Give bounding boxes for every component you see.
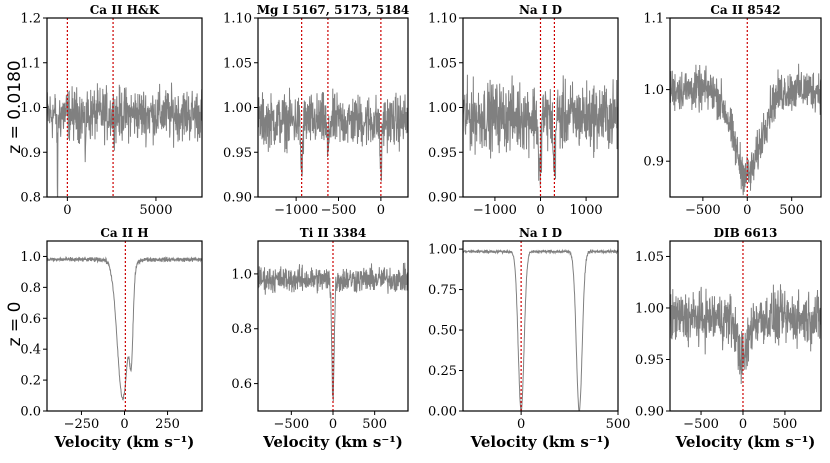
x-tick-label: 0 (377, 203, 385, 218)
y-tick-label: 1.05 (223, 56, 252, 71)
panel-2: −1000 0 1000 0.90 0.95 1.00 1.05 1.10 Na I D (428, 3, 619, 218)
x-tick-label: 0 (329, 417, 337, 432)
y-tick-label: 1.00 (428, 101, 457, 116)
panel-0: 0 5000 0.8 0.9 1.0 1.1 1.2 Ca II H&K (20, 3, 203, 218)
y-tick-label: 0.6 (231, 377, 252, 392)
y-tick-label: 0.90 (428, 191, 457, 206)
y-tick-label: 1.1 (20, 56, 41, 71)
x-tick-label: 0 (120, 417, 128, 432)
panel-title: Mg I 5167, 5173, 5184 (257, 3, 410, 17)
y-tick-label: 0.75 (428, 283, 457, 298)
y-tick-label: 1.10 (223, 12, 252, 27)
y-tick-label: 0.8 (20, 281, 41, 296)
y-tick-label: 1.00 (223, 101, 252, 116)
panel-3: −500 0 500 0.9 1.0 1.1 Ca II 8542 (643, 3, 822, 218)
y-tick-label: 1.0 (20, 250, 41, 265)
row-label-bottom: z = 0 (5, 302, 25, 347)
y-tick-label: 0.0 (20, 405, 41, 420)
panel-title: Na I D (519, 3, 562, 17)
y-tick-label: 0.4 (20, 343, 41, 358)
x-tick-label: 0 (743, 203, 751, 218)
x-axis-label: Velocity (km s⁻¹) (675, 433, 816, 451)
y-tick-label: 0.8 (231, 322, 252, 337)
panel-title: Ca II H (100, 226, 148, 240)
spectrum-line (670, 63, 821, 196)
axes-frame (46, 240, 203, 412)
x-tick-label: 1000 (570, 203, 603, 218)
x-tick-label: −500 (321, 203, 357, 218)
spectrum-line (670, 284, 821, 385)
x-axis-label: Velocity (km s⁻¹) (54, 433, 195, 451)
panel-4: −250 0 250 0.0 0.2 0.4 0.6 0.8 1.0 Ca II H Velocit… (20, 226, 203, 451)
y-tick-label: 1.1 (643, 12, 664, 27)
y-tick-label: 1.0 (643, 83, 664, 98)
x-tick-label: 0 (739, 417, 747, 432)
panel-title: Ti II 3384 (300, 226, 366, 240)
y-tick-label: 0.90 (635, 405, 664, 420)
panel-7: −500 0 500 0.90 0.95 1.00 1.05 DIB 6613 Velocity… (635, 226, 822, 451)
y-tick-label: 1.05 (635, 250, 664, 265)
x-tick-label: 250 (155, 417, 180, 432)
axes-frame (462, 240, 619, 412)
spectrum-line (47, 255, 202, 401)
panel-title: DIB 6613 (714, 226, 778, 240)
y-tick-label: 1.0 (20, 101, 41, 116)
y-tick-label: 0.00 (428, 405, 457, 420)
y-tick-label: 0.8 (20, 191, 41, 206)
x-tick-label: −250 (64, 417, 100, 432)
y-tick-label: 0.90 (223, 191, 252, 206)
panel-title: Ca II H&K (90, 3, 160, 17)
y-tick-label: 1.00 (428, 243, 457, 258)
x-axis-label: Velocity (km s⁻¹) (470, 433, 611, 451)
axes-frame (669, 240, 822, 412)
spectrum-line (47, 82, 202, 197)
row-label-top: z = 0.0180 (5, 60, 25, 153)
y-tick-label: 1.0 (231, 267, 252, 282)
x-tick-label: −1000 (274, 203, 318, 218)
y-tick-label: 0.95 (428, 146, 457, 161)
spectrum-line (258, 87, 408, 182)
x-tick-label: 500 (773, 417, 798, 432)
x-tick-label: −500 (273, 417, 309, 432)
spectrum-line (258, 262, 408, 402)
y-tick-label: 1.10 (428, 12, 457, 27)
spectrum-line (463, 248, 618, 411)
x-tick-label: −500 (683, 417, 719, 432)
x-tick-label: 5000 (139, 203, 172, 218)
axes-frame (669, 17, 822, 198)
x-tick-label: 500 (779, 203, 804, 218)
x-tick-label: 500 (606, 417, 631, 432)
y-tick-label: 0.50 (428, 324, 457, 339)
y-tick-label: 0.25 (428, 364, 457, 379)
y-tick-label: 1.2 (20, 12, 41, 27)
x-tick-label: 0 (536, 203, 544, 218)
y-tick-label: 0.2 (20, 374, 41, 389)
y-tick-label: 0.9 (643, 155, 664, 170)
panel-title: Ca II 8542 (710, 3, 780, 17)
y-tick-label: 1.00 (635, 301, 664, 316)
panel-1: −1000 −500 0 0.90 0.95 1.00 1.05 1.10 Mg I 5167,… (223, 3, 409, 218)
x-tick-label: −1000 (473, 203, 517, 218)
panel-6: 0 500 0.00 0.25 0.50 0.75 1.00 Na I D Velocity (… (428, 226, 630, 451)
x-tick-label: 500 (362, 417, 387, 432)
panel-title: Na I D (519, 226, 562, 240)
y-tick-label: 0.95 (635, 353, 664, 368)
x-tick-label: 0 (517, 417, 525, 432)
x-tick-label: 0 (63, 203, 71, 218)
y-tick-label: 0.95 (223, 146, 252, 161)
y-tick-label: 0.9 (20, 146, 41, 161)
x-axis-label: Velocity (km s⁻¹) (262, 433, 403, 451)
y-tick-label: 1.05 (428, 56, 457, 71)
x-tick-label: −500 (685, 203, 721, 218)
panel-5: −500 0 500 0.6 0.8 1.0 Ti II 3384 Velocity (km … (231, 226, 409, 451)
y-tick-label: 0.6 (20, 312, 41, 327)
